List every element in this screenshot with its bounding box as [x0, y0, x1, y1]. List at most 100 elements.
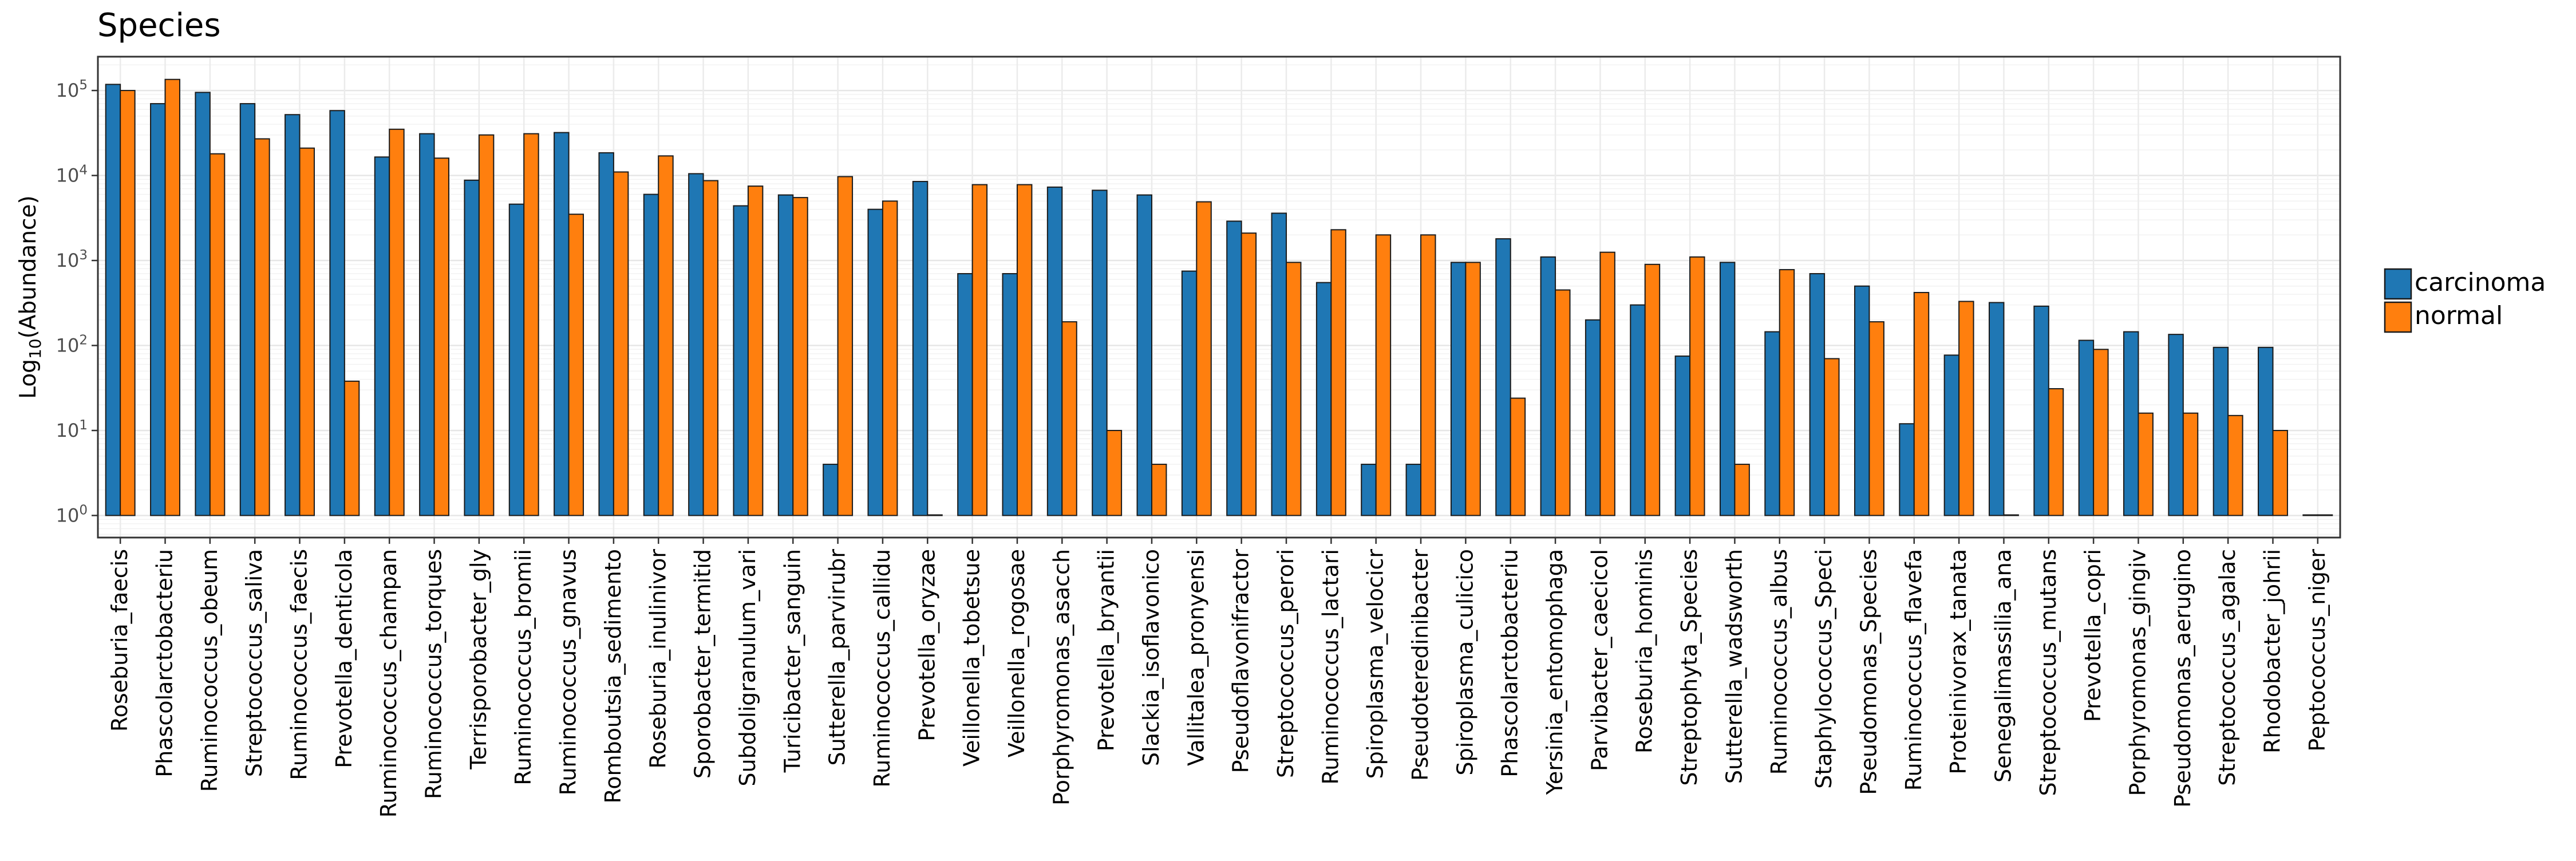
x-tick-label: Prevotella_oryzae [914, 549, 939, 741]
bar-normal [1555, 289, 1571, 516]
bar-carcinoma [957, 273, 973, 516]
bar-normal [1061, 321, 1077, 516]
bar-carcinoma [1854, 285, 1870, 516]
x-tick-label: Streptococcus_perori [1273, 549, 1298, 778]
bar-normal [1958, 301, 1974, 516]
x-tick-label: Roseburia_hominis [1632, 549, 1657, 753]
bar-normal [658, 155, 674, 516]
x-tick-label: Ruminococcus_lactari [1318, 549, 1343, 785]
bar-carcinoma [1764, 331, 1780, 516]
bar-carcinoma [419, 133, 435, 516]
bar-carcinoma [1450, 262, 1467, 516]
bar-carcinoma [1674, 356, 1691, 516]
x-tick-label: Turicibacter_sanguin [780, 549, 805, 773]
x-tick-label: Phascolarctobacteriu [152, 549, 177, 777]
y-axis-title: Log10(Abundance) [15, 195, 45, 398]
x-tick-label: Porphyromonas_asacch [1049, 549, 1074, 805]
y-tick-label: 104 [56, 163, 88, 187]
bar-normal [1644, 263, 1661, 516]
bar-carcinoma [1585, 319, 1601, 516]
bar-normal [747, 185, 764, 516]
bar-normal [1420, 234, 1436, 516]
bar-carcinoma [1943, 354, 1960, 516]
bar-normal [1240, 232, 1257, 516]
x-tick-label: Streptococcus_saliva [242, 549, 267, 777]
x-tick-label: Terrisporobacter_gly [466, 549, 491, 770]
bar-normal [837, 176, 854, 516]
bars-layer [105, 78, 2333, 516]
bar-carcinoma [912, 181, 929, 516]
bar-carcinoma [1899, 423, 1915, 516]
x-tick-label: Ruminococcus_callidu [870, 549, 895, 788]
x-tick-label: Slackia_isoflavonico [1139, 549, 1164, 766]
x-tick-label: Proteinivorax_tanata [1946, 549, 1971, 775]
bar-carcinoma [1002, 273, 1018, 516]
bar-normal [1689, 256, 1705, 516]
y-tick-label: 103 [56, 248, 88, 271]
bar-normal [1196, 201, 1212, 516]
x-tick-label: Ruminococcus_flavefa [1901, 549, 1926, 791]
bar-carcinoma [105, 84, 121, 516]
bar-normal [1868, 321, 1884, 516]
bar-normal [164, 78, 180, 516]
bar-normal [702, 180, 719, 516]
x-tick-label: Veillonella_tobetsue [959, 549, 985, 767]
bar-carcinoma [554, 132, 570, 516]
bar-normal [1824, 358, 1840, 516]
y-tick-label: 105 [56, 78, 88, 101]
x-tick-label: Rhodobacter_johrii [2259, 549, 2285, 753]
bar-carcinoma [1719, 262, 1736, 516]
y-tick-label: 101 [56, 418, 88, 441]
bar-normal [2048, 388, 2064, 516]
x-tick-label: Pseudoteredinibacter [1408, 549, 1433, 781]
bar-normal [120, 90, 136, 516]
bar-carcinoma [823, 464, 839, 516]
bar-carcinoma [150, 103, 166, 516]
x-tick-label: Ruminococcus_torques [421, 549, 447, 799]
bar-normal [2182, 412, 2199, 516]
bar-carcinoma [1271, 212, 1287, 516]
bar-carcinoma [2033, 305, 2049, 516]
bar-carcinoma [1226, 220, 1242, 516]
chart-title: Species [97, 7, 221, 44]
x-tick-label: Ruminococcus_gnavus [556, 549, 581, 795]
bar-normal [389, 128, 405, 516]
x-tick-label: Pseudomonas_Species [1856, 549, 1881, 795]
bar-carcinoma [195, 92, 211, 516]
bar-normal [343, 380, 360, 516]
x-tick-label: Peptococcus_niger [2305, 549, 2330, 752]
x-tick-label: Phascolarctobacteriu [1498, 549, 1523, 777]
y-tick-label: 102 [56, 333, 88, 357]
bar-carcinoma [2258, 346, 2274, 516]
bar-normal [2227, 414, 2243, 516]
bar-carcinoma [688, 173, 704, 516]
bar-carcinoma [1361, 464, 1377, 516]
bar-normal [1375, 234, 1392, 516]
bar-normal [1106, 429, 1123, 516]
x-tick-label: Sutterella_wadsworth [1721, 549, 1747, 784]
x-tick-label: Subdoligranulum_vari [735, 549, 760, 787]
bar-normal [1913, 291, 1930, 516]
x-tick-label: Ruminococcus_obeum [197, 549, 222, 792]
x-tick-label: Ruminococcus_faecis [287, 549, 312, 780]
x-tick-label: Sutterella_parvirubr [825, 549, 850, 766]
bar-normal [523, 133, 539, 516]
plot-border [97, 56, 2341, 539]
bar-carcinoma [508, 203, 525, 516]
bar-carcinoma [867, 208, 883, 516]
bar-carcinoma [598, 152, 614, 516]
bar-normal [254, 138, 270, 516]
bar-carcinoma [777, 194, 794, 516]
bar-carcinoma [1809, 273, 1826, 516]
x-tick-label: Porphyromonas_gingiv [2125, 549, 2150, 796]
bar-carcinoma [329, 110, 345, 516]
bar-normal [971, 184, 988, 516]
bar-carcinoma [1540, 256, 1556, 516]
legend-label-normal: normal [2415, 301, 2503, 330]
x-tick-label: Ruminococcus_bromii [511, 549, 536, 785]
x-tick-label: Prevotella_denticola [331, 549, 357, 768]
x-tick-label: Parvibacter_caecicol [1587, 549, 1612, 771]
bar-normal [1465, 262, 1481, 516]
